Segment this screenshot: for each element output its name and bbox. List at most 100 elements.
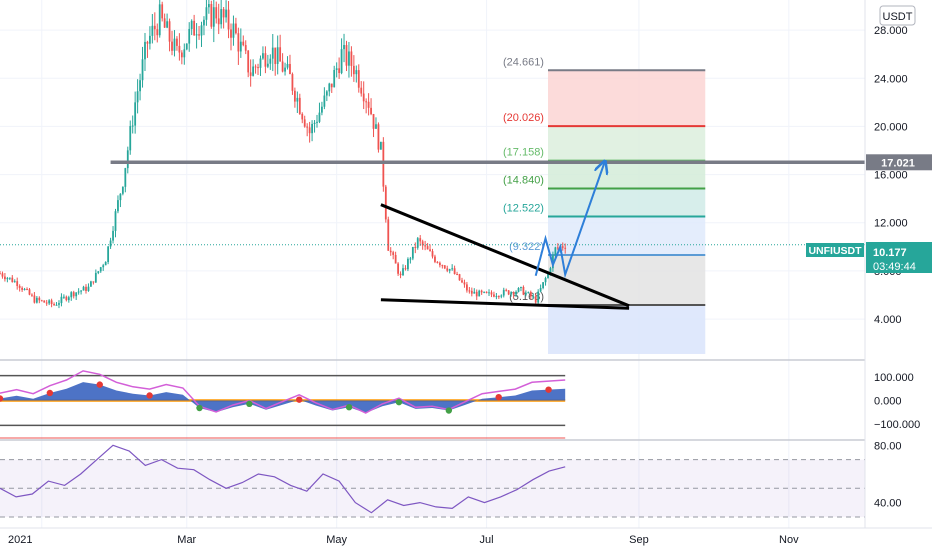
- candle: [547, 272, 549, 279]
- candle: [271, 47, 274, 59]
- candle: [131, 125, 134, 127]
- candle: [448, 269, 451, 271]
- candle: [564, 247, 567, 249]
- candle: [264, 53, 267, 67]
- candle: [281, 61, 284, 72]
- candle: [90, 281, 92, 287]
- candle: [166, 21, 169, 28]
- candle: [298, 97, 301, 114]
- position-zone: [547, 160, 706, 189]
- candle: [77, 291, 80, 293]
- candle: [60, 296, 63, 304]
- candle: [402, 268, 404, 276]
- currency-badge[interactable]: USDT: [879, 5, 916, 26]
- candle: [451, 268, 454, 270]
- signal-dot: [445, 407, 453, 414]
- position-tool[interactable]: (24.661) (20.026) (17.158) (14.840) (12.522)…: [503, 56, 706, 354]
- candle: [62, 296, 65, 298]
- candle: [274, 47, 277, 64]
- candle: [505, 289, 508, 291]
- candle: [414, 246, 417, 248]
- candle: [136, 91, 139, 103]
- candle: [102, 265, 105, 268]
- candle: [6, 278, 9, 280]
- candle: [338, 68, 341, 74]
- candle: [11, 277, 14, 283]
- candle: [279, 47, 282, 62]
- candle: [539, 288, 542, 292]
- candle: [121, 186, 124, 194]
- candle: [70, 292, 73, 298]
- candle: [493, 294, 495, 297]
- candle: [190, 20, 193, 29]
- position-level-label: (12.522): [503, 202, 544, 214]
- candle: [94, 272, 97, 283]
- candle: [527, 292, 530, 294]
- candle: [92, 281, 95, 283]
- candle: [31, 294, 33, 296]
- signal-dot: [196, 404, 203, 412]
- candle: [520, 286, 522, 288]
- candle: [355, 70, 358, 75]
- candle: [328, 83, 331, 92]
- signal-dot: [545, 386, 552, 393]
- candle: [227, 9, 230, 30]
- candle: [141, 59, 144, 81]
- candle: [40, 300, 43, 302]
- candle: [301, 113, 304, 120]
- candle: [124, 168, 127, 187]
- position-level-label: (24.661): [503, 56, 544, 68]
- candle: [365, 101, 368, 103]
- candle: [151, 25, 154, 36]
- candle: [13, 281, 16, 283]
- candle: [225, 9, 227, 18]
- candle: [340, 49, 343, 74]
- candle: [311, 123, 313, 134]
- candle: [126, 150, 129, 169]
- candle: [144, 41, 146, 60]
- candle: [362, 93, 365, 102]
- drawings[interactable]: [380, 163, 630, 310]
- resistance-price-tag: 17.021: [866, 154, 932, 171]
- candle: [171, 41, 173, 51]
- candle: [129, 126, 132, 151]
- candle: [343, 45, 345, 50]
- candle: [394, 254, 397, 264]
- candle: [55, 304, 58, 306]
- ticker-countdown: 03:49:44: [873, 261, 916, 273]
- candle: [1, 273, 4, 277]
- candle: [220, 9, 223, 25]
- candle: [463, 282, 466, 285]
- candle: [483, 291, 486, 293]
- time-axis[interactable]: 2021 Mar May Jul Sep Nov: [0, 527, 932, 546]
- candle: [384, 186, 387, 220]
- candle: [156, 29, 159, 36]
- candle: [370, 107, 372, 115]
- ticker-price-tag: UNFIUSDT 10.177 03:49:44: [806, 242, 932, 273]
- pane-separators[interactable]: [0, 359, 932, 441]
- signal-dot: [96, 381, 103, 388]
- candle: [75, 292, 78, 297]
- candle: [549, 268, 552, 273]
- candle: [306, 126, 309, 128]
- candle: [512, 292, 515, 295]
- candle: [107, 246, 110, 263]
- candle: [203, 19, 205, 26]
- candle: [244, 45, 247, 51]
- candle: [230, 29, 232, 38]
- candle: [205, 7, 208, 20]
- rsi-line: [0, 444, 566, 514]
- candle: [434, 256, 436, 262]
- candle: [232, 23, 235, 38]
- time-tick-label: Jul: [480, 534, 494, 546]
- candle: [537, 291, 540, 303]
- candle: [43, 300, 46, 303]
- position-zone: [547, 254, 706, 306]
- signal-dot: [246, 400, 253, 408]
- candle: [389, 250, 392, 253]
- candle: [269, 58, 272, 64]
- candle: [72, 292, 75, 297]
- candle: [421, 241, 424, 246]
